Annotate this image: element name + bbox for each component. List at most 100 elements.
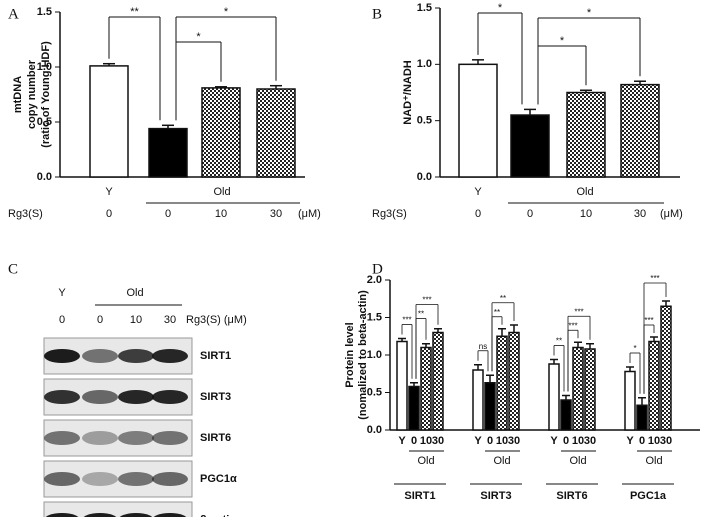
significance-label: ns — [479, 342, 487, 351]
dose-label: Y — [550, 435, 558, 447]
blot-band — [83, 513, 117, 517]
dose-label: 10 — [420, 435, 432, 447]
dose-label: 10 — [130, 314, 142, 326]
panel-letter: B — [372, 6, 382, 22]
dose-label: 10 — [648, 435, 660, 447]
blot-band — [118, 349, 154, 363]
bar — [510, 114, 550, 178]
blot-band — [82, 431, 118, 445]
group-label: Old — [645, 455, 662, 467]
y-tick-label: 1.5 — [367, 311, 382, 323]
treatment-label: Rg3(S) (μM) — [186, 314, 247, 326]
bar — [472, 369, 484, 431]
protein-label: SIRT3 — [200, 391, 231, 403]
bar — [648, 340, 660, 431]
blot-band — [152, 390, 188, 404]
blot-band — [152, 349, 188, 363]
bar — [89, 65, 129, 178]
bar — [508, 331, 520, 431]
panel-letter: D — [372, 261, 383, 277]
bar — [256, 88, 296, 178]
protein-label: SIRT6 — [200, 432, 231, 444]
y-axis-label: copy number — [26, 59, 38, 129]
y-tick-label: 1.0 — [367, 349, 382, 361]
blot-band — [44, 472, 80, 486]
category-label: SIRT1 — [404, 490, 435, 502]
bar — [148, 127, 188, 178]
dose-label: 30 — [660, 435, 672, 447]
y-axis-label: (ratio of Young HDF) — [40, 41, 52, 148]
protein-label: SIRT1 — [200, 350, 231, 362]
group-label: Old — [569, 455, 586, 467]
significance-label: ** — [556, 337, 562, 346]
dose-label: 30 — [584, 435, 596, 447]
y-tick-label: 2.0 — [367, 274, 382, 286]
group-label: Old — [493, 455, 510, 467]
dose-label: Y — [398, 435, 406, 447]
significance-label: * — [196, 31, 201, 43]
blot-band — [82, 390, 118, 404]
blot-frame — [43, 501, 193, 517]
dose-label: 0 — [411, 435, 417, 447]
y-axis-label: NAD⁺/NADH — [402, 60, 414, 125]
blot-band — [152, 431, 188, 445]
dose-label: 0 — [165, 208, 171, 220]
dose-label: 0 — [639, 435, 645, 447]
y-axis-label: mtDNA — [12, 76, 24, 113]
significance-label: ** — [418, 310, 424, 319]
category-label: SIRT6 — [556, 490, 587, 502]
bar — [560, 399, 572, 431]
dose-label: 0 — [59, 314, 65, 326]
treatment-label: Rg3(S) — [8, 208, 43, 220]
blot-band — [44, 431, 80, 445]
dose-label: 0 — [563, 435, 569, 447]
blot-band — [82, 472, 118, 486]
protein-label: PGC1α — [200, 473, 237, 485]
significance-label: * — [498, 2, 503, 14]
y-tick-label: 1.0 — [37, 61, 52, 73]
bar — [484, 382, 496, 431]
blot-band — [44, 349, 80, 363]
bar — [566, 91, 606, 178]
dose-label: 30 — [432, 435, 444, 447]
significance-label: *** — [650, 274, 659, 283]
group-label: Old — [576, 186, 593, 198]
y-tick-label: 0.0 — [367, 424, 382, 436]
significance-label: ** — [494, 308, 500, 317]
unit-label: (μM) — [660, 208, 683, 220]
dose-label: 30 — [634, 208, 646, 220]
blot-band — [118, 390, 154, 404]
y-axis-label: (nomalized to beta-actin) — [357, 290, 369, 420]
bar — [396, 340, 408, 431]
group-label: Old — [213, 186, 230, 198]
bar — [408, 385, 420, 431]
dose-label: 0 — [527, 208, 533, 220]
y-axis-label: Protein level — [344, 322, 356, 387]
blot-band — [118, 431, 154, 445]
y-tick-label: 1.0 — [417, 58, 432, 70]
significance-label: * — [587, 7, 592, 19]
significance-label: *** — [402, 316, 411, 325]
panel-letter: A — [8, 6, 19, 22]
bar — [496, 335, 508, 431]
panel-letter: C — [8, 261, 18, 277]
dose-label: 10 — [572, 435, 584, 447]
significance-label: *** — [644, 316, 653, 325]
bar — [432, 331, 444, 431]
bar — [636, 404, 648, 431]
bar — [584, 348, 596, 431]
blot-band — [153, 513, 187, 517]
bar — [660, 305, 672, 431]
dose-label: 10 — [215, 208, 227, 220]
significance-label: ** — [130, 6, 139, 18]
bar — [420, 346, 432, 431]
y-tick-label: 0.5 — [37, 116, 52, 128]
y-tick-label: 0.5 — [417, 115, 432, 127]
blot-band — [118, 472, 154, 486]
significance-label: *** — [568, 321, 577, 330]
significance-label: * — [560, 35, 565, 47]
y-tick-label: 0.5 — [367, 386, 382, 398]
blot-band — [44, 390, 80, 404]
dose-label: Y — [626, 435, 634, 447]
